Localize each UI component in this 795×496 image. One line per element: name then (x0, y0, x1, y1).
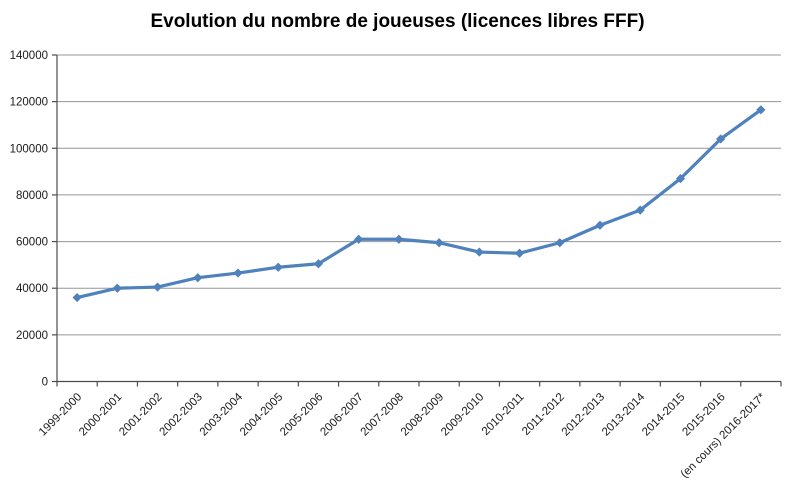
y-axis-label: 120000 (10, 97, 48, 109)
y-axis-label: 0 (42, 377, 48, 389)
data-point-marker (152, 282, 163, 292)
data-point-marker (474, 247, 484, 257)
y-axis-label: 20000 (16, 330, 48, 342)
data-point-marker (233, 268, 243, 278)
y-axis-label: 40000 (16, 283, 48, 295)
x-axis-label: (en cours) 2016-2017* (679, 391, 769, 481)
data-point-marker (675, 174, 686, 184)
data-line (75, 108, 763, 300)
data-point-marker (193, 273, 203, 283)
y-axis-label: 140000 (10, 50, 48, 62)
data-point-marker (595, 220, 605, 230)
data-point-marker (112, 283, 122, 293)
x-axis-label: 2010-2011 (480, 391, 527, 438)
y-axis-label: 60000 (16, 237, 48, 249)
y-axis-label: 80000 (16, 190, 48, 202)
data-point-marker (354, 234, 364, 244)
chart-title: Evolution du nombre de joueuses (licence… (150, 11, 645, 32)
data-point-marker (434, 238, 444, 248)
data-point-marker (514, 248, 525, 258)
data-point-marker (313, 259, 324, 269)
y-axis-label: 100000 (10, 143, 48, 155)
data-point-marker (756, 105, 766, 115)
x-axis-label: 2009-2010 (439, 391, 486, 438)
data-point-marker (273, 262, 283, 272)
data-point-marker (394, 234, 404, 244)
data-point-marker (635, 205, 645, 215)
data-point-marker (555, 238, 565, 248)
data-point-marker (716, 134, 726, 144)
data-point-marker (72, 292, 82, 303)
